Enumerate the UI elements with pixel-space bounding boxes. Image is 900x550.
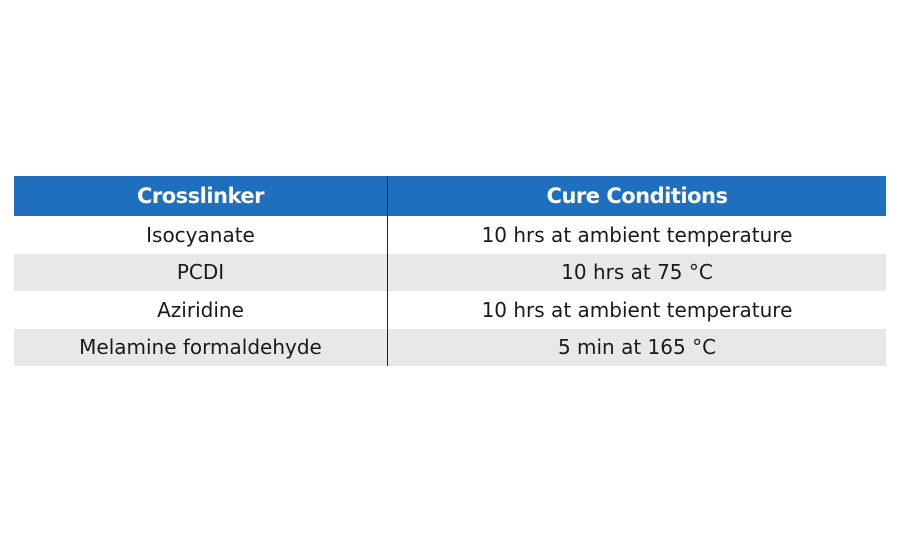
- header-crosslinker: Crosslinker: [14, 176, 388, 216]
- crosslinker-cell: Isocyanate: [14, 216, 388, 254]
- cure-conditions-cell: 10 hrs at 75 °C: [561, 260, 713, 285]
- crosslinker-cell: PCDI: [14, 253, 388, 291]
- crosslinker-cell: Melamine formaldehyde: [14, 328, 388, 366]
- cure-conditions-cell: 10 hrs at ambient temperature: [481, 222, 793, 247]
- table-header-row: Crosslinker Cure Conditions: [14, 176, 886, 216]
- crosslinker-cell: Aziridine: [14, 291, 388, 329]
- table-row: Melamine formaldehyde 5 min at 165 °C: [14, 328, 886, 366]
- crosslinker-cure-table: Crosslinker Cure Conditions Isocyanate 1…: [14, 176, 886, 366]
- cure-conditions-cell: 5 min at 165 °C: [557, 335, 717, 360]
- header-cure-conditions: Cure Conditions: [546, 184, 728, 208]
- cure-conditions-cell: 10 hrs at ambient temperature: [481, 297, 793, 322]
- table-row: Isocyanate 10 hrs at ambient temperature: [14, 216, 886, 254]
- table-row: PCDI 10 hrs at 75 °C: [14, 253, 886, 291]
- table-row: Aziridine 10 hrs at ambient temperature: [14, 291, 886, 329]
